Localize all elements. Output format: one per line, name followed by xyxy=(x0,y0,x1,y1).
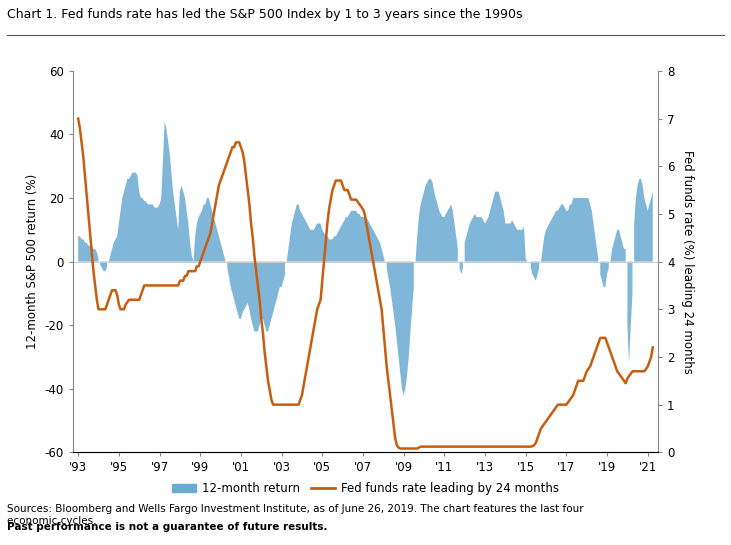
Y-axis label: Fed funds rate (%) leading 24 months: Fed funds rate (%) leading 24 months xyxy=(681,150,694,373)
Y-axis label: 12-month S&P 500 return (%): 12-month S&P 500 return (%) xyxy=(26,174,39,349)
Legend: 12-month return, Fed funds rate leading by 24 months: 12-month return, Fed funds rate leading … xyxy=(167,477,564,500)
Text: Chart 1. Fed funds rate has led the S&P 500 Index by 1 to 3 years since the 1990: Chart 1. Fed funds rate has led the S&P … xyxy=(7,8,523,21)
Text: Sources: Bloomberg and Wells Fargo Investment Institute, as of June 26, 2019. Th: Sources: Bloomberg and Wells Fargo Inves… xyxy=(7,504,584,526)
Text: Past performance is not a guarantee of future results.: Past performance is not a guarantee of f… xyxy=(7,522,327,531)
